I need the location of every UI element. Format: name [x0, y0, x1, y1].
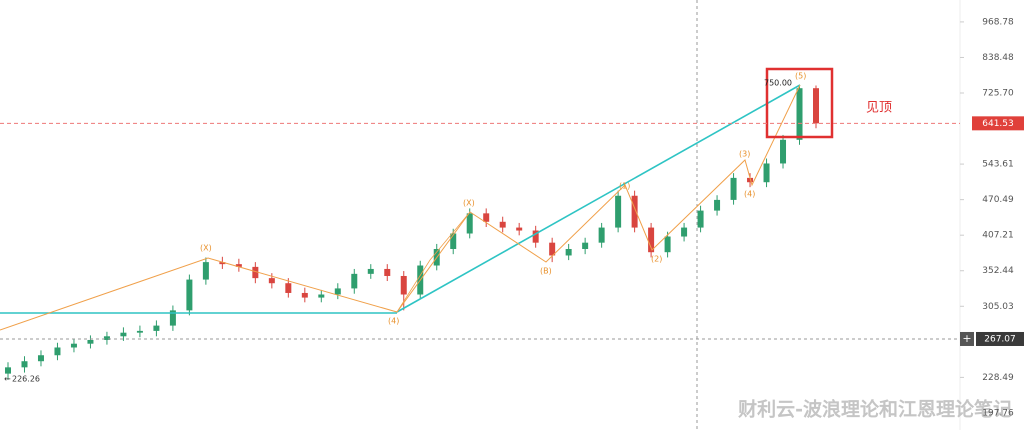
- candle-body: [384, 268, 391, 276]
- peak-label: 750.00: [764, 79, 792, 88]
- candle-body: [796, 88, 803, 140]
- candle-body: [598, 227, 605, 243]
- y-tick-label: 228.49: [982, 373, 1014, 383]
- candle-body: [169, 310, 176, 326]
- candle-body: [813, 88, 819, 124]
- y-tick-label: 838.48: [982, 53, 1014, 63]
- current-price-tag: [972, 116, 1024, 131]
- candle-body: [664, 236, 671, 253]
- candle-body: [5, 367, 11, 374]
- candle-body: [648, 227, 655, 253]
- candle-body: [615, 195, 622, 228]
- candle-body: [582, 242, 589, 249]
- y-tick-label: 470.49: [982, 195, 1014, 205]
- candle-body: [70, 343, 77, 348]
- wave-label: (3): [739, 150, 750, 159]
- y-tick-label: 197.76: [982, 408, 1014, 418]
- candle-body: [219, 262, 226, 265]
- candle-body: [400, 275, 407, 295]
- candle-body: [120, 332, 127, 337]
- y-tick-label: 543.61: [982, 160, 1014, 170]
- candle-body: [516, 227, 523, 231]
- crosshair-label: 267.07: [984, 334, 1016, 344]
- wave-sub-line: [396, 211, 471, 313]
- candle-body: [697, 210, 704, 228]
- wave-label: (X): [463, 199, 475, 208]
- candle-body: [136, 330, 143, 333]
- candle-body: [186, 279, 193, 311]
- y-tick-label: 407.21: [982, 231, 1014, 241]
- wave-label: (4): [388, 317, 399, 326]
- low-label: 226.26: [12, 375, 40, 384]
- candle-body: [318, 294, 325, 298]
- candle-body: [730, 177, 737, 200]
- candle-body: [54, 347, 61, 356]
- wave-label: (1): [619, 182, 630, 191]
- candle-body: [565, 248, 572, 256]
- candle-body: [37, 355, 44, 362]
- candle-body: [367, 268, 374, 274]
- candle-body: [483, 213, 490, 222]
- wave-label: (4): [744, 190, 755, 199]
- candle-body: [780, 139, 787, 164]
- candle-body: [301, 292, 308, 298]
- y-tick-label: 725.70: [982, 89, 1014, 99]
- candle-body: [334, 288, 341, 295]
- candle-body: [763, 163, 770, 183]
- candle-body: [252, 266, 259, 279]
- wave-label: (5): [795, 72, 806, 81]
- candle-body: [450, 233, 457, 249]
- y-tick-label: 968.78: [982, 17, 1014, 27]
- candle-body: [87, 339, 94, 344]
- candle-body: [202, 262, 209, 280]
- crosshair-plus: [960, 331, 974, 346]
- wave-line: [0, 84, 801, 331]
- current-price-label: 641.53: [982, 119, 1014, 129]
- candle-body: [532, 230, 539, 243]
- candle-body: [153, 325, 160, 331]
- candle-body: [499, 221, 506, 228]
- wave-label: (B): [540, 267, 552, 276]
- low-arrow: ←: [4, 375, 11, 384]
- candle-body: [103, 336, 110, 340]
- watermark: 财利云-波浪理论和江恩理论笔记: [738, 398, 1012, 421]
- candle-body: [21, 361, 28, 368]
- candle-body: [714, 199, 721, 211]
- candle-body: [466, 213, 473, 234]
- candle-body: [747, 177, 754, 183]
- y-tick-label: 352.44: [982, 266, 1014, 276]
- wave-label: (X): [200, 244, 212, 253]
- top-box: [765, 67, 834, 139]
- candle-body: [268, 278, 275, 284]
- wave-label: (2): [651, 255, 662, 264]
- crosshair-plus-icon: +: [962, 332, 971, 345]
- candle-body: [549, 242, 556, 256]
- candle-body: [681, 227, 688, 237]
- candle-body: [285, 283, 292, 293]
- candles: [5, 84, 819, 380]
- crosshair-tag: [976, 331, 1024, 346]
- candle-body: [631, 195, 638, 228]
- y-tick-label: 305.03: [982, 302, 1014, 312]
- trend-line: [396, 84, 801, 313]
- annotation: 见顶: [866, 101, 892, 116]
- candle-body: [235, 264, 242, 267]
- candle-body: [351, 273, 358, 289]
